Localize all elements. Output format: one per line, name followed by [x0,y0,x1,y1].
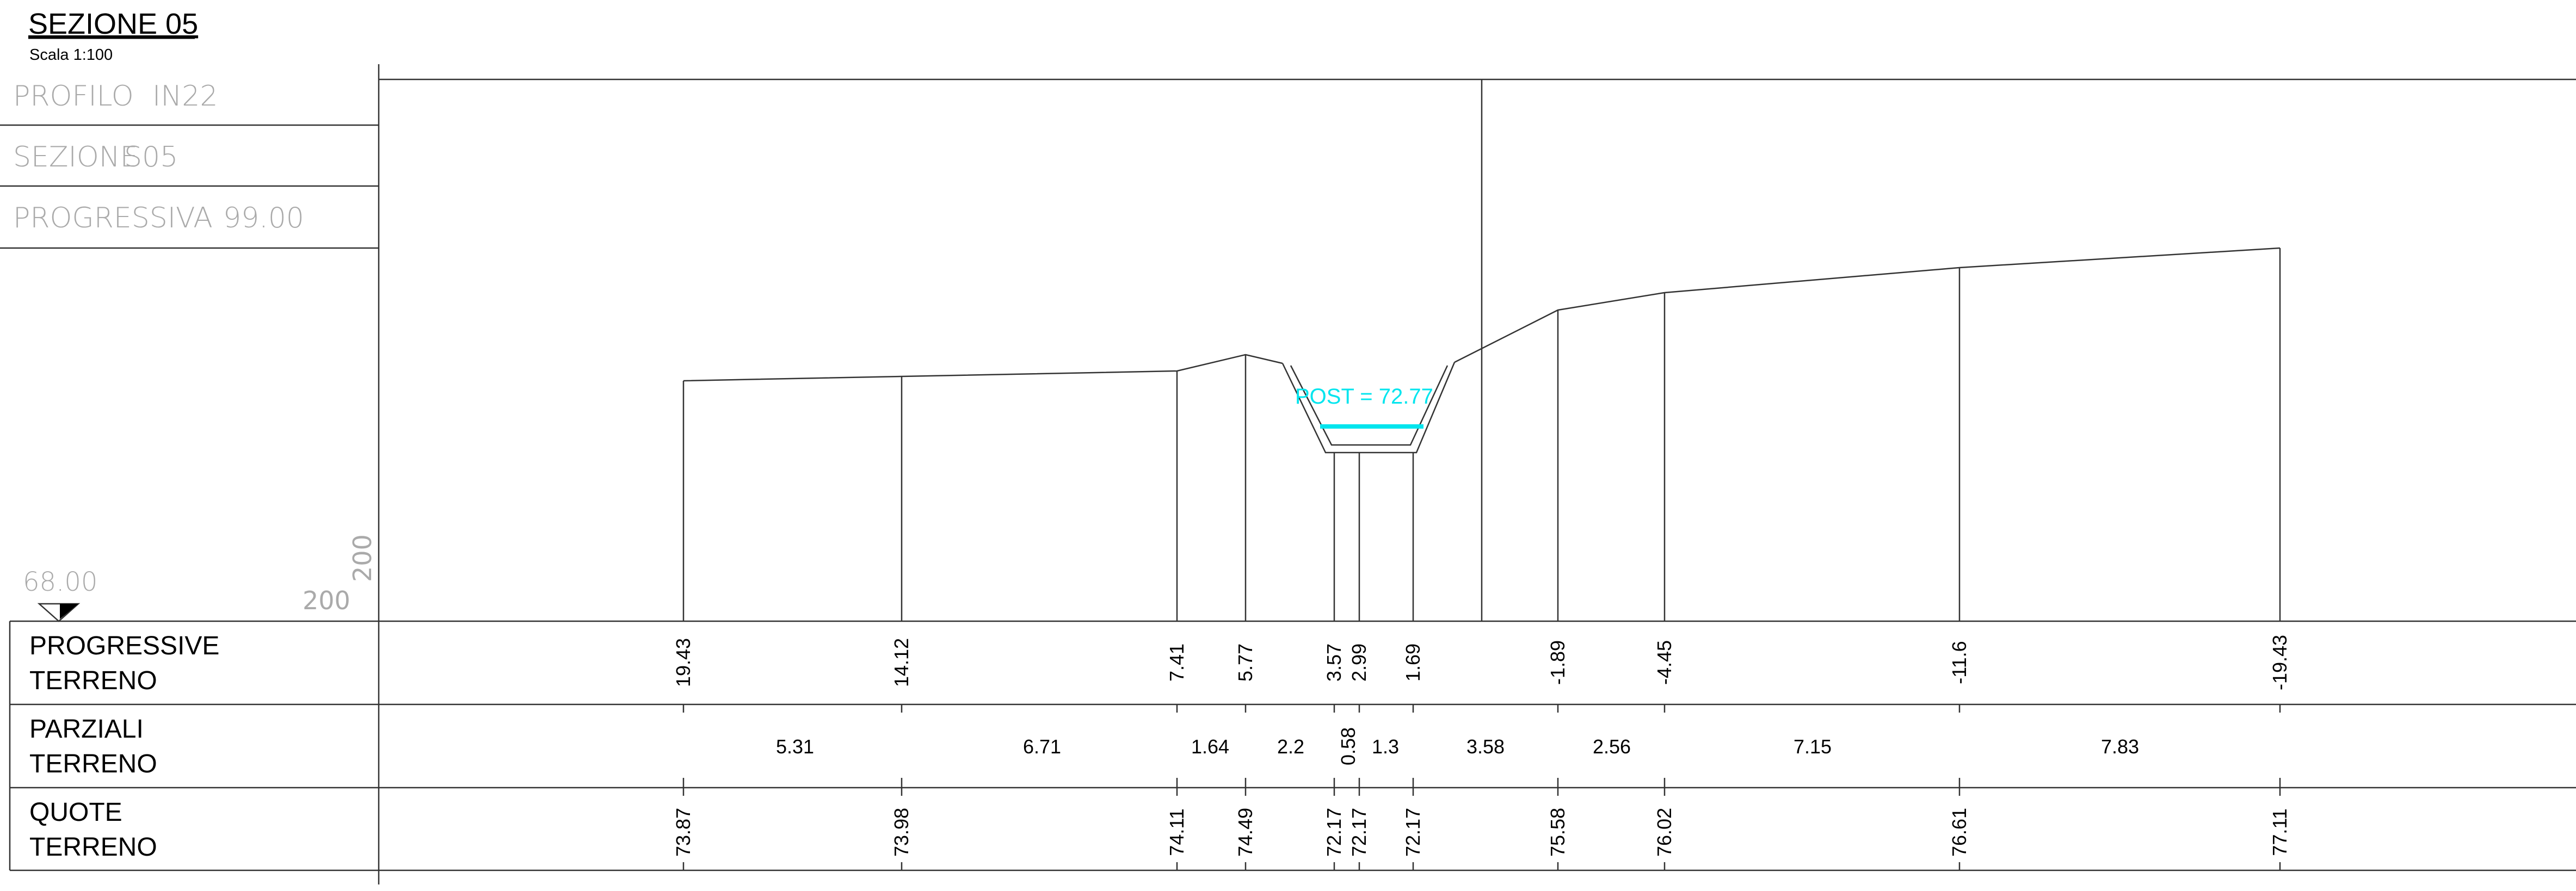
row-label-line1: PROGRESSIVE [29,632,219,660]
quote-value: 73.87 [672,808,694,857]
parziale-value: 7.83 [2101,735,2139,758]
quote-value: 73.98 [890,808,913,857]
parziale-value: 2.2 [1277,735,1304,758]
progressive-value: -19.43 [2269,635,2291,690]
progressive-value: 5.77 [1234,644,1256,682]
info-label: PROGRESSIVA [13,202,213,234]
info-value: 99.00 [223,202,304,234]
progressive-value: -11.6 [1948,641,1970,684]
quote-value: 77.11 [2269,808,2291,856]
row-label-line2: TERRENO [29,833,157,862]
row-label-line1: QUOTE [29,798,122,827]
horizontal-scale-label: 200 [303,586,350,615]
vertical-scale-label: 200 [348,534,377,582]
progressive-value: 14.12 [890,638,913,687]
datum-marker-fill [60,604,78,619]
parziale-value: 0.58 [1337,727,1359,765]
parziale-value: 5.31 [776,735,814,758]
quote-value: 76.02 [1653,808,1675,857]
quote-value: 72.17 [1348,808,1370,857]
water-level-label: POST = 72.77 [1295,385,1433,409]
row-label-line2: TERRENO [29,666,157,695]
parziale-value: 1.3 [1372,735,1399,758]
parziale-value: 2.56 [1593,735,1631,758]
info-value: IN22 [152,80,218,113]
quote-value: 72.17 [1402,808,1424,857]
parziale-value: 3.58 [1466,735,1505,758]
progressive-value: 19.43 [672,638,694,687]
datum-marker-icon [37,603,81,622]
datum-elevation: 68.00 [23,567,97,597]
progressive-value: 1.69 [1402,644,1424,682]
info-value: S05 [124,141,178,174]
channel-outer [1281,362,1456,454]
quote-value: 74.11 [1166,808,1188,856]
scale-label: Scala 1:100 [29,46,113,64]
info-label: SEZIONE [13,141,138,174]
parziale-value: 6.71 [1023,735,1061,758]
progressive-value: -1.89 [1546,640,1569,685]
quote-value: 72.17 [1323,808,1345,857]
progressive-value: 2.99 [1348,644,1370,682]
row-label-line2: TERRENO [29,750,157,778]
terrain-profile-right [1454,247,2281,363]
parziale-value: 1.64 [1191,735,1229,758]
row-label-line1: PARZIALI [29,715,144,744]
progressive-value: 7.41 [1166,644,1188,682]
progressive-value: 3.57 [1323,644,1345,682]
quote-value: 76.61 [1948,808,1970,857]
page-title: SEZIONE 05 [28,8,198,40]
quote-value: 74.49 [1234,808,1256,857]
quote-value: 75.58 [1546,808,1569,857]
parziale-value: 7.15 [1794,735,1832,758]
info-label: PROFILO [13,80,134,113]
terrain-profile-left [683,354,1283,382]
channel-inner [1290,365,1449,446]
progressive-value: -4.45 [1653,640,1675,685]
